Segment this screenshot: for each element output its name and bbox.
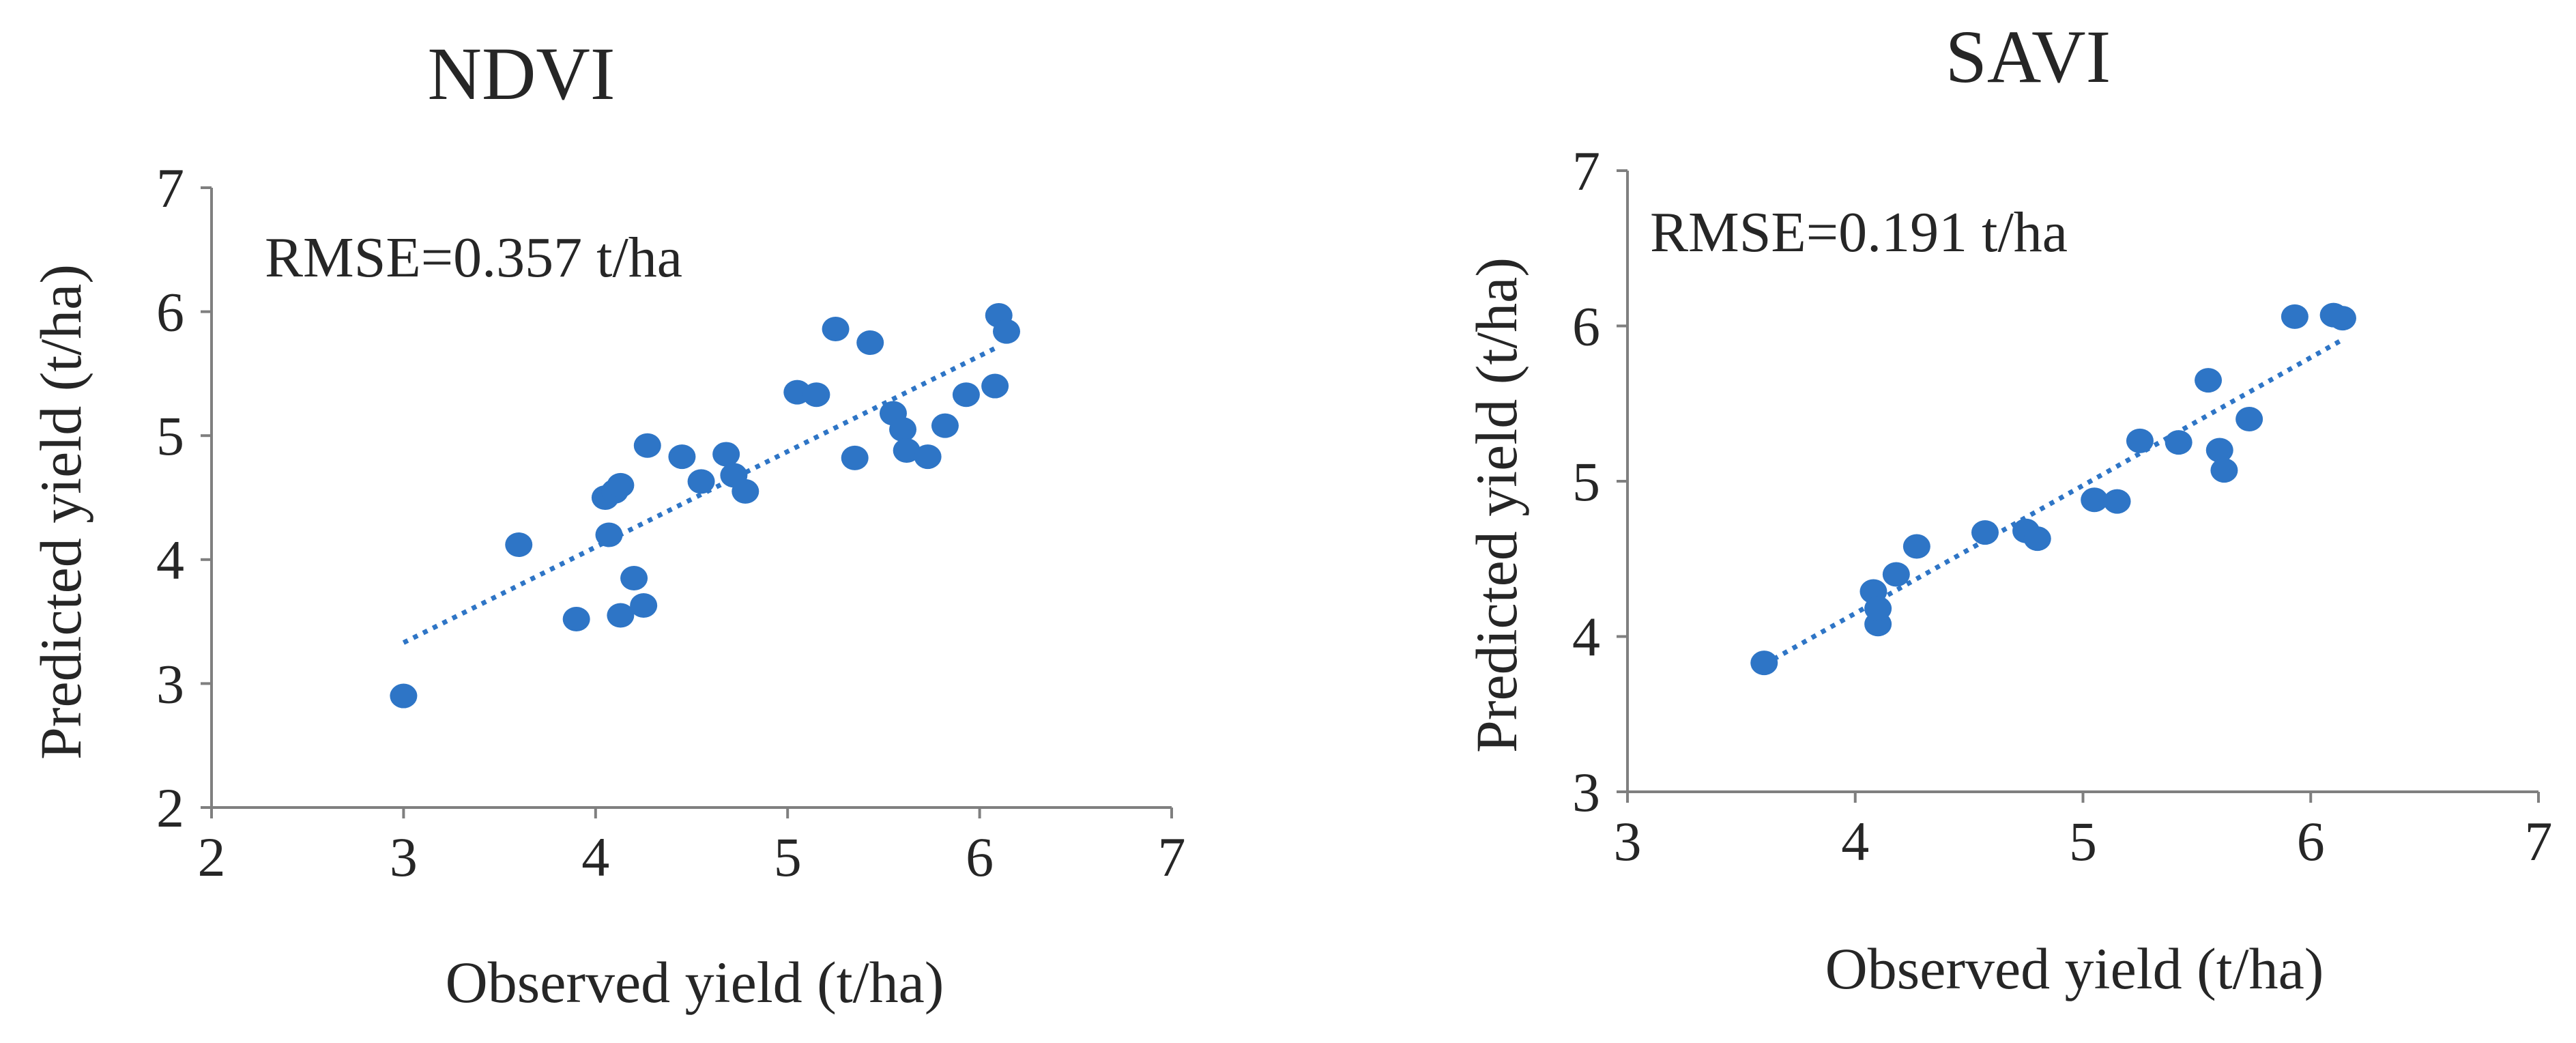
savi-x-tick-label: 3 — [1614, 810, 1642, 872]
savi-points — [1750, 302, 2356, 676]
savi-data-point — [1882, 562, 1910, 587]
ndvi-data-point — [712, 442, 740, 467]
savi-data-point — [2235, 407, 2263, 431]
savi-data-point — [2281, 304, 2309, 329]
savi-data-point — [2210, 458, 2238, 483]
savi-data-point — [2205, 438, 2233, 463]
ndvi-y-axis-label: Predicted yield (t/ha) — [28, 264, 93, 760]
ndvi-x-tick-label: 3 — [390, 826, 418, 888]
ndvi-data-point — [562, 606, 590, 631]
ndvi-data-point — [822, 317, 850, 342]
ndvi-data-point — [595, 522, 623, 547]
savi-y-tick-label: 4 — [1572, 606, 1600, 668]
savi-y-tick-label: 5 — [1572, 451, 1600, 513]
ndvi-y-tick-label: 3 — [156, 653, 184, 715]
savi-rmse-annotation: RMSE=0.191 t/ha — [1650, 201, 2068, 264]
savi-ticks: 3 4 5 6 7 3 4 5 6 7 — [1572, 140, 2553, 872]
ndvi-data-point — [841, 445, 869, 470]
savi-data-point — [1971, 520, 1999, 545]
ndvi-ticks: 2 3 4 5 6 7 2 3 4 5 6 7 — [156, 157, 1186, 888]
ndvi-chart: NDVI RMSE=0.357 t/ha Observed yield (t/h… — [28, 32, 1186, 1015]
ndvi-data-point — [390, 683, 418, 709]
savi-trendline — [1763, 336, 2347, 667]
ndvi-y-tick-label: 7 — [156, 157, 184, 219]
savi-x-tick-label: 4 — [1841, 810, 1869, 872]
ndvi-data-point — [802, 382, 830, 408]
ndvi-y-tick-label: 4 — [156, 529, 184, 591]
savi-y-tick-label: 7 — [1572, 140, 1600, 202]
ndvi-data-point — [668, 444, 696, 470]
savi-y-tick-label: 6 — [1572, 296, 1600, 358]
ndvi-y-tick-label: 2 — [156, 777, 184, 839]
ndvi-data-point — [607, 472, 635, 498]
ndvi-x-tick-label: 6 — [966, 826, 994, 888]
ndvi-data-point — [607, 603, 635, 628]
ndvi-data-point — [914, 444, 942, 470]
ndvi-data-point — [981, 373, 1009, 399]
savi-data-point — [2103, 489, 2131, 514]
savi-data-point — [2126, 428, 2154, 453]
ndvi-data-point — [889, 417, 917, 442]
ndvi-chart-title: NDVI — [428, 32, 616, 115]
savi-chart: SAVI RMSE=0.191 t/ha Observed yield (t/h… — [1464, 15, 2553, 1001]
ndvi-data-point — [687, 469, 715, 494]
ndvi-rmse-annotation: RMSE=0.357 t/ha — [265, 226, 682, 289]
savi-x-axis-label: Observed yield (t/ha) — [1825, 936, 2324, 1001]
savi-y-tick-label: 3 — [1572, 761, 1600, 823]
savi-data-point — [2328, 306, 2356, 331]
ndvi-data-point — [633, 433, 661, 458]
savi-data-point — [2165, 430, 2193, 455]
ndvi-x-tick-label: 7 — [1158, 826, 1186, 888]
ndvi-data-point — [952, 382, 980, 408]
ndvi-data-point — [630, 592, 658, 618]
savi-x-tick-label: 5 — [2069, 810, 2097, 872]
ndvi-x-axis-label: Observed yield (t/ha) — [446, 949, 944, 1015]
ndvi-data-point — [856, 330, 884, 355]
ndvi-data-point — [505, 532, 533, 558]
ndvi-x-tick-label: 2 — [198, 826, 226, 888]
savi-data-point — [1750, 651, 1778, 676]
ndvi-points — [390, 303, 1020, 709]
ndvi-x-tick-label: 5 — [774, 826, 802, 888]
savi-data-point — [1864, 596, 1892, 621]
ndvi-y-tick-label: 6 — [156, 281, 184, 343]
ndvi-data-point — [992, 319, 1020, 344]
ndvi-data-point — [620, 566, 648, 591]
savi-data-point — [2081, 487, 2109, 513]
savi-x-tick-label: 7 — [2525, 810, 2553, 872]
savi-x-tick-label: 6 — [2297, 810, 2325, 872]
ndvi-data-point — [931, 413, 959, 438]
ndvi-data-point — [732, 478, 759, 504]
savi-data-point — [2195, 368, 2223, 393]
ndvi-trendline — [402, 344, 1000, 645]
ndvi-x-tick-label: 4 — [581, 826, 609, 888]
savi-data-point — [1902, 534, 1930, 559]
savi-chart-title: SAVI — [1945, 15, 2111, 98]
savi-data-point — [2023, 526, 2051, 552]
ndvi-data-point — [893, 438, 921, 463]
savi-y-axis-label: Predicted yield (t/ha) — [1464, 257, 1529, 753]
ndvi-y-tick-label: 5 — [156, 405, 184, 467]
